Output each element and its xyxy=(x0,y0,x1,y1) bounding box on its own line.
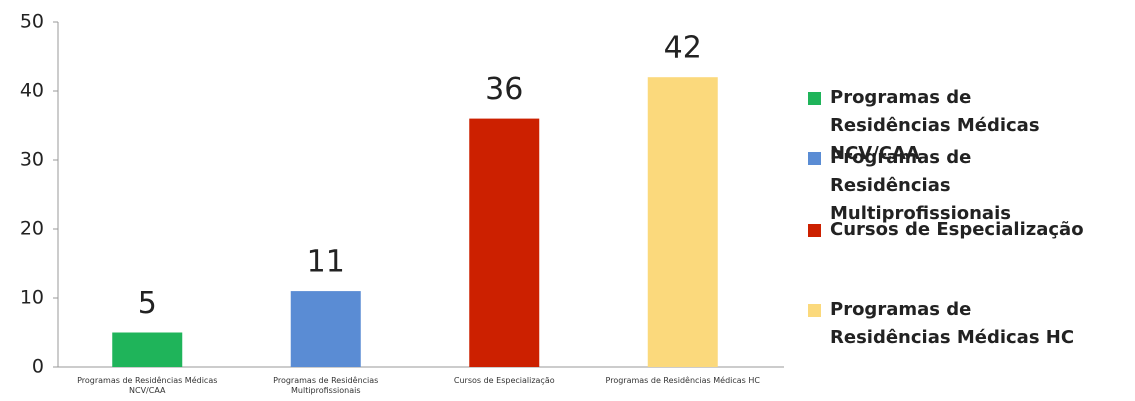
legend-swatch xyxy=(808,304,821,317)
legend-item: Programas de Residências Médicas HC xyxy=(808,296,1128,352)
data-label: 36 xyxy=(485,72,523,107)
x-tick-label: Programas de Residências Multiprofission… xyxy=(273,376,379,395)
legend-item: Programas de Residências Multiprofission… xyxy=(808,144,1128,228)
legend-label: Programas de Residências Multiprofission… xyxy=(830,147,1011,224)
y-tick-label: 40 xyxy=(20,80,44,102)
data-label: 11 xyxy=(307,245,345,280)
legend-swatch xyxy=(808,224,821,237)
data-label: 42 xyxy=(664,31,702,66)
legend-label: Programas de Residências Médicas NCV/CAA xyxy=(830,87,1040,164)
legend-swatch xyxy=(808,92,821,105)
x-tick-label: Cursos de Especialização xyxy=(453,376,555,385)
y-tick-label: 10 xyxy=(20,287,44,309)
y-tick-label: 20 xyxy=(20,218,44,240)
bar xyxy=(647,77,718,367)
legend-label: Programas de Residências Médicas HC xyxy=(830,299,1075,348)
y-tick-label: 50 xyxy=(20,11,44,33)
y-tick-label: 0 xyxy=(32,356,44,378)
bar xyxy=(469,118,540,367)
x-tick-label: Programas de Residências Médicas HC xyxy=(605,376,760,385)
legend-item: Programas de Residências Médicas NCV/CAA xyxy=(808,84,1128,168)
data-label: 5 xyxy=(138,286,157,321)
legend-label: Cursos de Especialização xyxy=(830,219,1084,240)
x-tick-label: Programas de Residências Médicas NCV/CAA xyxy=(77,376,218,395)
bar xyxy=(112,332,183,367)
legend-swatch xyxy=(808,152,821,165)
legend-item: Cursos de Especialização xyxy=(808,216,1128,244)
y-tick-label: 30 xyxy=(20,149,44,171)
bar xyxy=(290,291,361,367)
